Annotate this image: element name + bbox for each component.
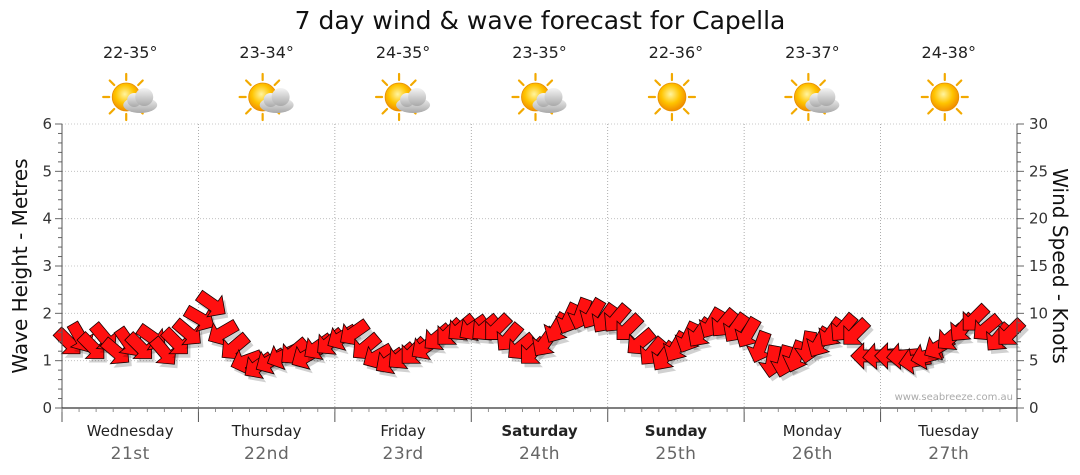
right-tick-label: 25 <box>1029 162 1048 180</box>
left-tick-label: 3 <box>42 257 52 275</box>
day-date: 22nd <box>244 444 289 464</box>
cloud-part <box>135 88 154 106</box>
day-date: 26th <box>792 444 833 464</box>
left-tick-label: 0 <box>42 399 52 417</box>
wind-arrow <box>194 289 226 318</box>
cloud-part <box>544 88 563 106</box>
right-tick-label: 0 <box>1029 399 1039 417</box>
left-tick-label: 1 <box>42 352 52 370</box>
partly-cloudy-icon <box>238 72 294 122</box>
partly-cloudy-icon <box>374 72 431 122</box>
partly-cloudy-icon <box>784 72 840 122</box>
partly-cloudy-icon <box>102 72 158 122</box>
wind-arrow <box>182 304 215 332</box>
day-name: Saturday <box>501 422 578 440</box>
cloud-shape <box>259 88 294 113</box>
cloud-part <box>817 88 836 106</box>
right-axis-title: Wind Speed - Knots <box>1048 168 1072 364</box>
sun-icon <box>920 72 969 122</box>
day-date: 21st <box>111 444 150 464</box>
wind-arrow <box>745 329 773 363</box>
day-name: Thursday <box>231 422 302 440</box>
left-tick-label: 4 <box>42 210 52 228</box>
left-tick-label: 5 <box>42 162 52 180</box>
wind-arrow <box>124 331 153 359</box>
credit-text: www.seabreeze.com.au <box>895 392 1013 403</box>
day-date: 25th <box>655 444 696 464</box>
sun-disc <box>657 82 687 112</box>
right-tick-label: 20 <box>1029 210 1048 228</box>
day-name: Sunday <box>645 422 708 440</box>
day-name: Wednesday <box>87 422 174 440</box>
cloud-part <box>408 88 427 106</box>
wind-arrow <box>160 326 188 355</box>
day-name: Friday <box>380 422 426 440</box>
partly-cloudy-icon <box>511 72 567 122</box>
sun-disc <box>930 82 960 112</box>
wind-arrow <box>171 317 201 346</box>
right-tick-label: 15 <box>1029 257 1048 275</box>
day-date: 24th <box>519 444 560 464</box>
temperature-label: 22-35° <box>103 43 158 62</box>
day-name: Monday <box>783 422 842 440</box>
wind-arrow <box>616 312 645 340</box>
temperature-label: 23-37° <box>785 43 840 62</box>
cloud-shape <box>396 88 431 113</box>
cloud-shape <box>123 88 158 113</box>
day-name: Tuesday <box>917 422 979 440</box>
wind-arrow <box>781 339 809 373</box>
right-tick-label: 30 <box>1029 115 1048 133</box>
left-tick-label: 2 <box>42 304 52 322</box>
temperature-label: 23-35° <box>512 43 567 62</box>
wind-arrow <box>148 335 177 365</box>
temperature-label: 22-36° <box>649 43 704 62</box>
chart-title: 7 day wind & wave forecast for Capella <box>295 6 786 35</box>
day-date: 23rd <box>383 444 424 464</box>
left-axis-title: Wave Height - Metres <box>8 158 32 373</box>
wind-arrow <box>843 316 872 345</box>
wind-arrow <box>998 316 1027 345</box>
cloud-part <box>271 88 290 106</box>
right-tick-label: 10 <box>1029 304 1048 322</box>
sun-icon <box>647 72 697 122</box>
temperature-label: 23-34° <box>239 43 294 62</box>
left-tick-label: 6 <box>42 115 52 133</box>
day-date: 27th <box>928 444 969 464</box>
right-tick-label: 5 <box>1029 352 1039 370</box>
wind-arrow <box>99 336 130 365</box>
temperature-label: 24-38° <box>922 43 977 62</box>
wind-arrow <box>76 331 105 359</box>
cloud-shape <box>805 88 840 113</box>
wind-arrow <box>734 315 762 348</box>
temperature-label: 24-35° <box>376 43 431 62</box>
cloud-shape <box>532 88 567 113</box>
